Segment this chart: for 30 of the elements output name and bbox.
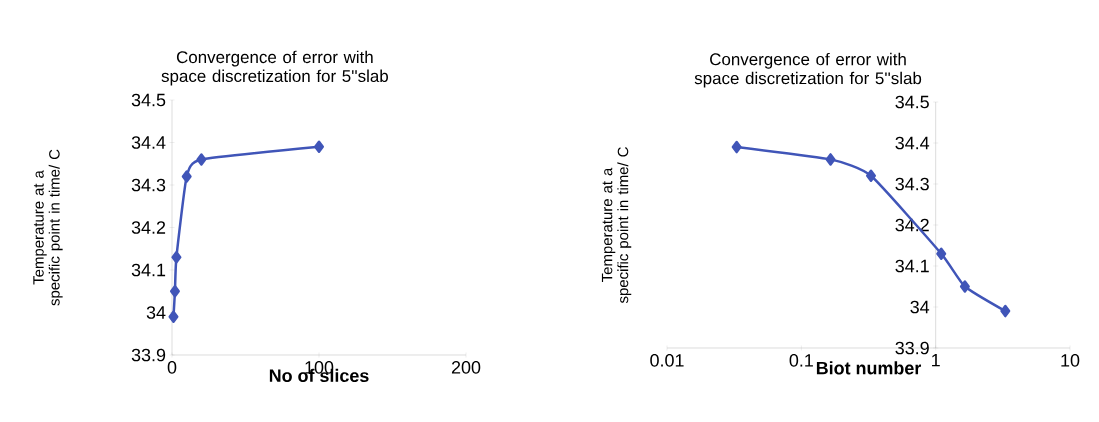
x-tick-label: 1 (932, 354, 940, 367)
x-tick-label: 200 (451, 361, 481, 374)
point (181, 170, 192, 183)
x-axis-title: Biot number (816, 361, 922, 375)
point (314, 140, 325, 153)
y-tick-label: 34.2 (131, 221, 166, 234)
x-tick-label: 10 (1061, 354, 1080, 367)
point (171, 251, 182, 264)
y-tick-label: 34 (910, 300, 930, 314)
y-tick-label: 34.3 (131, 178, 166, 192)
y-axis-title: Temperature at a specific point in time/ C (33, 149, 63, 306)
y-tick-label: 34.4 (131, 136, 166, 149)
y-tick-label: 34.1 (131, 263, 166, 277)
y-axis-title: Temperature at a specific point in time/ C (601, 147, 632, 304)
y-tick-label: 34.3 (895, 177, 929, 191)
point (168, 310, 179, 323)
chart-title: Convergence of error with space discretization for 5''slab (161, 50, 388, 86)
y-tick-label: 33.9 (895, 341, 929, 355)
x-tick-label: 0.01 (650, 354, 684, 367)
point (196, 153, 207, 166)
x-tick-label: 0 (167, 361, 177, 374)
chart-title: Convergence of error with space discretization for 5''slab (694, 52, 922, 88)
point (169, 285, 180, 298)
y-tick-label: 34.5 (131, 93, 166, 107)
y-tick-label: 34 (146, 306, 166, 319)
x-tick-label: 0.1 (789, 354, 813, 367)
y-tick-label: 33.9 (131, 348, 166, 362)
y-tick-label: 34.4 (895, 136, 930, 150)
y-tick-label: 34.5 (895, 95, 929, 109)
y-tick-label: 34.1 (895, 259, 929, 273)
